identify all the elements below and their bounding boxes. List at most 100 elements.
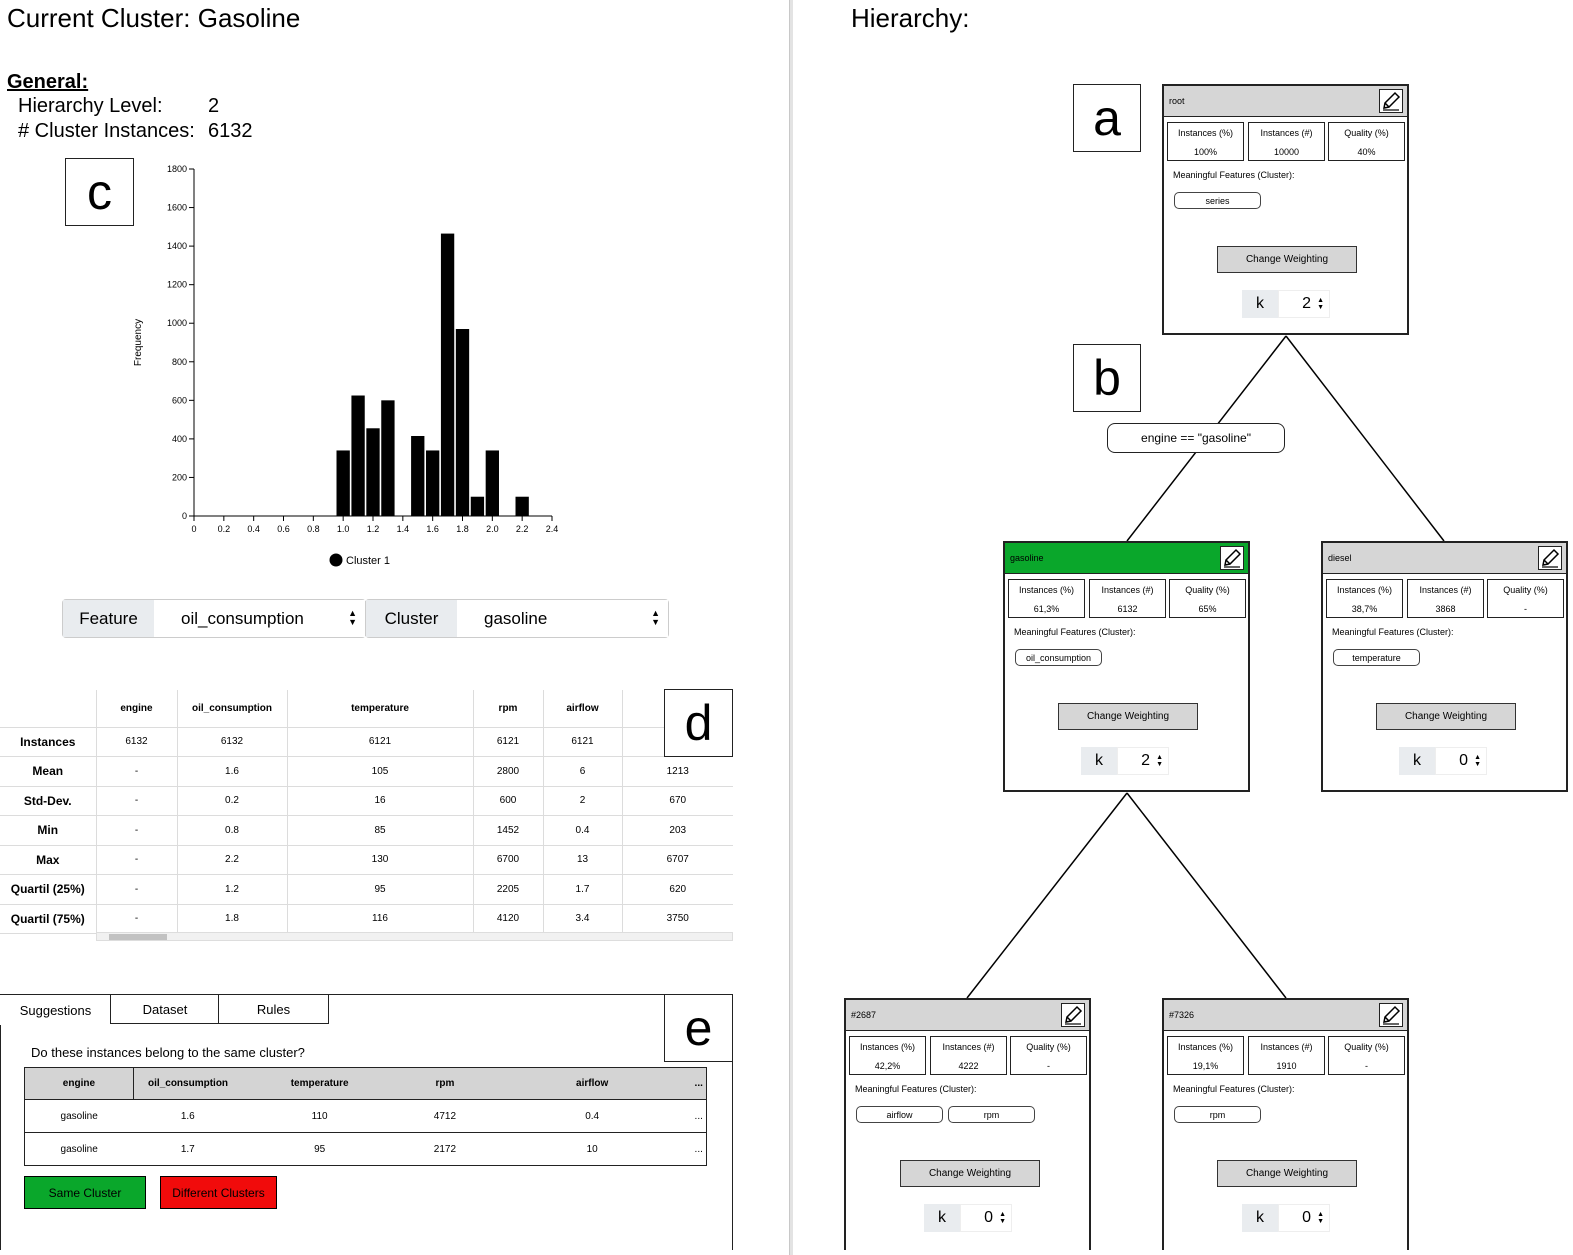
edit-icon[interactable] [1061, 1003, 1085, 1027]
k-input[interactable]: 0 ▲ ▼ [960, 1204, 1012, 1232]
k-input[interactable]: 0 ▲ ▼ [1278, 1204, 1330, 1232]
table-cell: 6 [542, 756, 622, 787]
table-cell: 0.4 [542, 815, 622, 846]
stepper-arrows-icon[interactable]: ▲ ▼ [1317, 297, 1324, 311]
feature-chip[interactable]: airflow [856, 1106, 943, 1123]
tab-suggestions[interactable]: Suggestions [0, 995, 111, 1025]
feature-select-group[interactable]: Feature oil_consumption ▲ ▼ [62, 599, 366, 638]
table-row: Std-Dev. - 0.2 16 600 2 670 [0, 786, 733, 816]
different-clusters-button[interactable]: Different Clusters [160, 1176, 277, 1209]
edit-icon[interactable] [1220, 546, 1244, 570]
column-header: airflow [542, 690, 622, 728]
feature-chip[interactable]: rpm [948, 1106, 1035, 1123]
stepper-arrows-icon[interactable]: ▲ ▼ [1156, 754, 1163, 768]
histogram-bar [381, 400, 395, 516]
cluster-node-2687[interactable]: #2687 Instances (%) 42,2% Instances (#) 42… [844, 998, 1091, 1250]
k-control[interactable]: k 0 ▲ ▼ [1242, 1204, 1330, 1232]
x-tick-label: 0 [191, 524, 196, 534]
split-condition[interactable]: engine == "gasoline" [1107, 423, 1285, 453]
feature-chip[interactable]: rpm [1174, 1106, 1261, 1123]
table-cell: 1452 [472, 815, 543, 846]
meaningful-features-label: Meaningful Features (Cluster): [855, 1084, 977, 1094]
table-cell: 6121 [286, 727, 473, 757]
cluster-node-7326[interactable]: #7326 Instances (%) 19,1% Instances (#) 19… [1162, 998, 1409, 1250]
table-cell: 0.2 [176, 786, 287, 816]
k-label: k [1081, 747, 1117, 775]
row-label: Std-Dev. [0, 786, 96, 816]
marker-c: c [65, 158, 134, 226]
y-tick-label: 1000 [167, 318, 187, 328]
general-heading: General: [7, 71, 89, 93]
k-control[interactable]: k 0 ▲ ▼ [924, 1204, 1012, 1232]
change-weighting-button[interactable]: Change Weighting [1376, 703, 1516, 730]
histogram-bar [515, 496, 529, 516]
legend-marker [329, 553, 343, 567]
y-tick-label: 400 [172, 434, 187, 444]
table-cell: 3750 [621, 904, 733, 934]
feature-chip[interactable]: oil_consumption [1015, 649, 1102, 666]
stepper-arrows-icon[interactable]: ▲ ▼ [1474, 754, 1481, 768]
table-cell: - [95, 904, 177, 934]
x-tick-label: 0.6 [277, 524, 290, 534]
table-row[interactable]: gasoline 1.6 110 4712 0.4 ... [24, 1099, 708, 1133]
cluster-instances-label: # Cluster Instances: [18, 120, 195, 142]
table-cell: 10 [492, 1132, 692, 1166]
cluster-select[interactable]: gasoline ▲ ▼ [457, 600, 668, 637]
metric-instances-pct: Instances (%) 61,3% [1008, 579, 1085, 618]
y-tick-label: 600 [172, 395, 187, 405]
same-cluster-button[interactable]: Same Cluster [24, 1176, 146, 1209]
x-tick-label: 1.4 [397, 524, 410, 534]
k-control[interactable]: k 2 ▲ ▼ [1081, 747, 1169, 775]
k-input[interactable]: 0 ▲ ▼ [1435, 747, 1487, 775]
k-control[interactable]: k 0 ▲ ▼ [1399, 747, 1487, 775]
change-weighting-button[interactable]: Change Weighting [1217, 246, 1357, 273]
scrollbar-thumb[interactable] [109, 934, 167, 940]
table-row: Max - 2.2 130 6700 13 6707 [0, 845, 733, 875]
row-label: Instances [0, 727, 96, 757]
cluster-label: Cluster [366, 600, 457, 637]
marker-a: a [1073, 84, 1141, 152]
table-cell: 1.6 [176, 756, 287, 787]
table-cell: 16 [286, 786, 473, 816]
change-weighting-button[interactable]: Change Weighting [900, 1160, 1040, 1187]
cluster-select-group[interactable]: Cluster gasoline ▲ ▼ [365, 599, 669, 638]
histogram-bar [366, 428, 380, 516]
metric-quality: Quality (%) 65% [1169, 579, 1246, 618]
cluster-node-gasoline[interactable]: gasoline Instances (%) 61,3% Instances (#… [1003, 541, 1250, 792]
tab-rules[interactable]: Rules [218, 994, 329, 1024]
metric-instances-pct: Instances (%) 100% [1167, 122, 1244, 161]
column-header: rpm [472, 690, 543, 728]
edit-icon[interactable] [1379, 89, 1403, 113]
feature-select[interactable]: oil_consumption ▲ ▼ [154, 600, 365, 637]
cluster-node-root[interactable]: root Instances (%) 100% Instances (#) 1000… [1162, 84, 1409, 335]
table-cell: - [95, 786, 177, 816]
k-control[interactable]: k 2 ▲ ▼ [1242, 290, 1330, 318]
y-tick-label: 1200 [167, 280, 187, 290]
horizontal-scrollbar[interactable] [96, 932, 733, 941]
edit-icon[interactable] [1379, 1003, 1403, 1027]
feature-chip[interactable]: temperature [1333, 649, 1420, 666]
histogram-bar [440, 233, 455, 516]
k-label: k [924, 1204, 960, 1232]
feature-chip[interactable]: series [1174, 192, 1261, 209]
change-weighting-button[interactable]: Change Weighting [1058, 703, 1198, 730]
x-tick-label: 2.0 [486, 524, 499, 534]
metric-instances-pct: Instances (%) 19,1% [1167, 1036, 1244, 1075]
y-tick-label: 800 [172, 357, 187, 367]
stepper-arrows-icon[interactable]: ▲ ▼ [1317, 1211, 1324, 1225]
marker-d: d [664, 689, 733, 757]
k-input[interactable]: 2 ▲ ▼ [1278, 290, 1330, 318]
table-cell: - [95, 815, 177, 846]
table-cell: 6132 [95, 727, 177, 757]
k-input[interactable]: 2 ▲ ▼ [1117, 747, 1169, 775]
stepper-arrows-icon[interactable]: ▲ ▼ [999, 1211, 1006, 1225]
table-cell: 600 [472, 786, 543, 816]
table-row[interactable]: gasoline 1.7 95 2172 10 ... [24, 1132, 708, 1166]
change-weighting-button[interactable]: Change Weighting [1217, 1160, 1357, 1187]
cluster-node-diesel[interactable]: diesel Instances (%) 38,7% Instances (#) 3… [1321, 541, 1568, 792]
meaningful-features-label: Meaningful Features (Cluster): [1332, 627, 1454, 637]
edit-icon[interactable] [1538, 546, 1562, 570]
panel-divider[interactable] [789, 0, 793, 1255]
metric-instances-num: Instances (#) 4222 [930, 1036, 1007, 1075]
